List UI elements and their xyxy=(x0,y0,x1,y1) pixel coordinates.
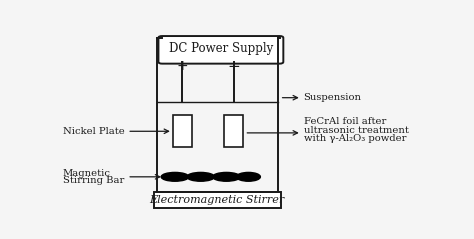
Text: −: − xyxy=(228,59,240,74)
Bar xyxy=(224,115,243,147)
Text: ultrasonic treatment: ultrasonic treatment xyxy=(303,126,409,135)
Bar xyxy=(154,191,281,208)
Text: Electromagnetic Stirrer: Electromagnetic Stirrer xyxy=(150,195,285,205)
Text: +: + xyxy=(176,60,188,73)
Text: Magnetic: Magnetic xyxy=(63,169,111,178)
Text: with γ-Al₂O₃ powder: with γ-Al₂O₃ powder xyxy=(303,134,406,143)
FancyBboxPatch shape xyxy=(158,36,283,64)
Ellipse shape xyxy=(161,172,189,181)
Text: Nickel Plate: Nickel Plate xyxy=(63,127,125,136)
Ellipse shape xyxy=(187,172,214,181)
Text: Suspension: Suspension xyxy=(303,93,362,102)
Text: FeCrAl foil after: FeCrAl foil after xyxy=(303,117,386,126)
Ellipse shape xyxy=(213,172,240,181)
Text: DC Power Supply: DC Power Supply xyxy=(169,43,273,55)
Bar xyxy=(173,115,192,147)
Ellipse shape xyxy=(237,172,260,181)
Text: Stirring Bar: Stirring Bar xyxy=(63,176,124,185)
